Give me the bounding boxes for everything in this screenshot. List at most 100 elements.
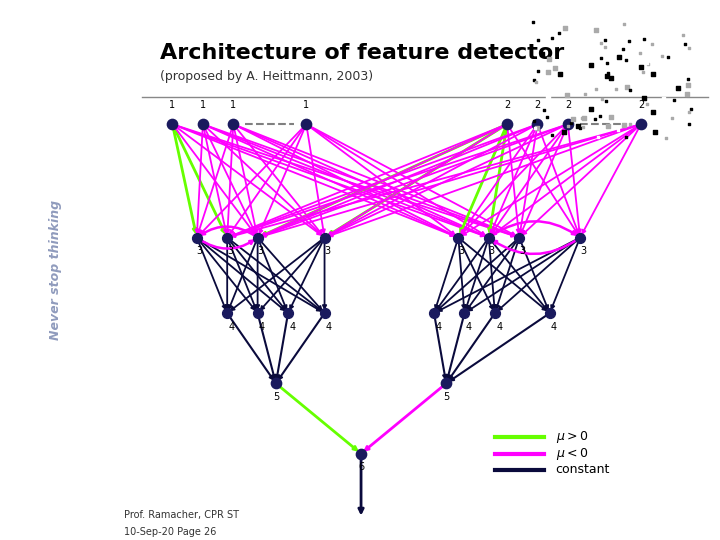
Point [530,25,541,33]
Point [252,233,264,242]
Text: $\mu > 0$: $\mu > 0$ [556,429,588,445]
Point [657,93,669,102]
Point [538,106,549,114]
Point [621,83,633,92]
Point [638,93,649,102]
Point [637,31,649,40]
Point [642,99,653,108]
Point [590,25,601,34]
Point [683,75,694,83]
Point [300,120,312,129]
Point [428,309,440,318]
Point [612,125,624,134]
Point [489,309,500,318]
Point [649,127,661,136]
Point [656,52,667,60]
Point [683,44,695,53]
Point [584,46,595,55]
Text: 3: 3 [580,246,586,256]
Point [554,110,566,119]
Point [562,120,574,129]
Text: 6: 6 [358,462,364,472]
Point [600,36,611,44]
Point [634,49,646,57]
Text: 4: 4 [289,322,295,332]
Point [625,96,636,105]
Text: 2: 2 [564,99,571,110]
Point [528,75,540,84]
Point [630,112,642,120]
Point [544,309,555,318]
Text: constant: constant [556,463,610,476]
Point [541,136,552,144]
Point [624,86,636,94]
Point [543,92,554,100]
Text: 4: 4 [436,322,441,332]
Point [658,93,670,102]
Point [578,114,590,123]
Point [626,31,638,40]
Point [638,35,649,44]
Text: 4: 4 [466,322,472,332]
Point [636,90,648,99]
Text: 3: 3 [459,246,464,256]
Point [654,103,666,111]
Text: 2: 2 [638,99,644,110]
Point [595,111,606,120]
Text: 1: 1 [199,99,206,110]
Point [228,120,239,129]
Point [513,233,525,242]
Point [270,379,282,388]
Point [648,40,660,49]
Point [282,309,294,318]
Point [542,67,554,76]
Point [567,114,579,123]
Point [554,70,566,78]
Text: 3: 3 [519,246,526,256]
Point [661,133,672,142]
Point [621,132,632,141]
Point [683,119,695,128]
Point [601,71,613,80]
Point [191,233,202,242]
Point [657,62,668,70]
Point [585,105,597,113]
Point [528,117,540,126]
Point [595,54,606,63]
Text: 1: 1 [169,99,176,110]
Text: 1: 1 [230,99,236,110]
Point [685,104,696,113]
Point [650,59,662,68]
Point [602,122,613,131]
Point [590,84,602,93]
Point [529,124,541,133]
Point [595,38,606,47]
Point [681,89,693,98]
Point [683,107,694,116]
Point [655,39,667,48]
Text: 4: 4 [496,322,503,332]
Text: 2: 2 [504,99,510,110]
Point [603,69,614,78]
Point [680,51,692,59]
Text: 4: 4 [325,322,332,332]
Point [608,109,620,118]
Point [575,233,586,242]
Point [576,113,588,122]
Point [685,21,696,30]
Point [621,55,632,64]
Point [536,50,548,59]
Point [613,53,624,62]
Point [611,85,622,93]
Point [600,96,611,105]
Point [683,80,694,89]
Point [600,59,612,68]
Point [624,119,636,128]
Point [558,128,570,137]
Text: 3: 3 [228,246,233,256]
Point [606,113,617,122]
Text: (proposed by A. Heittmann, 2003): (proposed by A. Heittmann, 2003) [161,70,374,83]
Text: 3: 3 [325,246,330,256]
Point [532,66,544,75]
Point [167,120,179,129]
